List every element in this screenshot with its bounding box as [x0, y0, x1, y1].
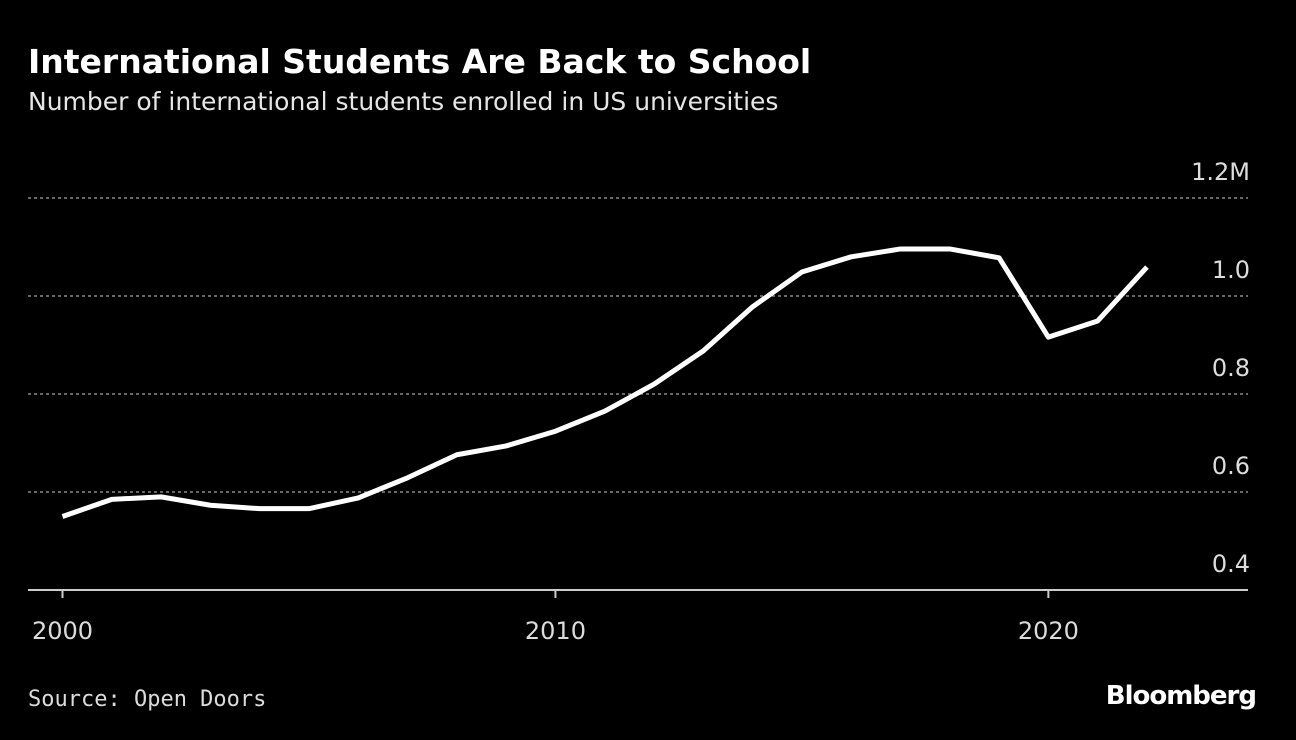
x-tick-label: 2000 [32, 617, 93, 645]
x-tick-label: 2010 [525, 617, 586, 645]
y-tick-label: 1.2M [1191, 158, 1250, 186]
source: Source: Open Doors [28, 687, 266, 712]
y-tick-label: 1.0 [1212, 256, 1250, 284]
chart-subtitle: Number of international students enrolle… [28, 87, 778, 116]
y-tick-label: 0.6 [1212, 452, 1250, 480]
data-line [61, 246, 1149, 519]
brand: Bloomberg [1106, 681, 1256, 711]
chart-title: International Students Are Back to Schoo… [28, 42, 811, 81]
y-tick-label: 0.4 [1212, 550, 1250, 578]
y-tick-label: 0.8 [1212, 354, 1250, 382]
x-tick-label: 2020 [1018, 617, 1079, 645]
